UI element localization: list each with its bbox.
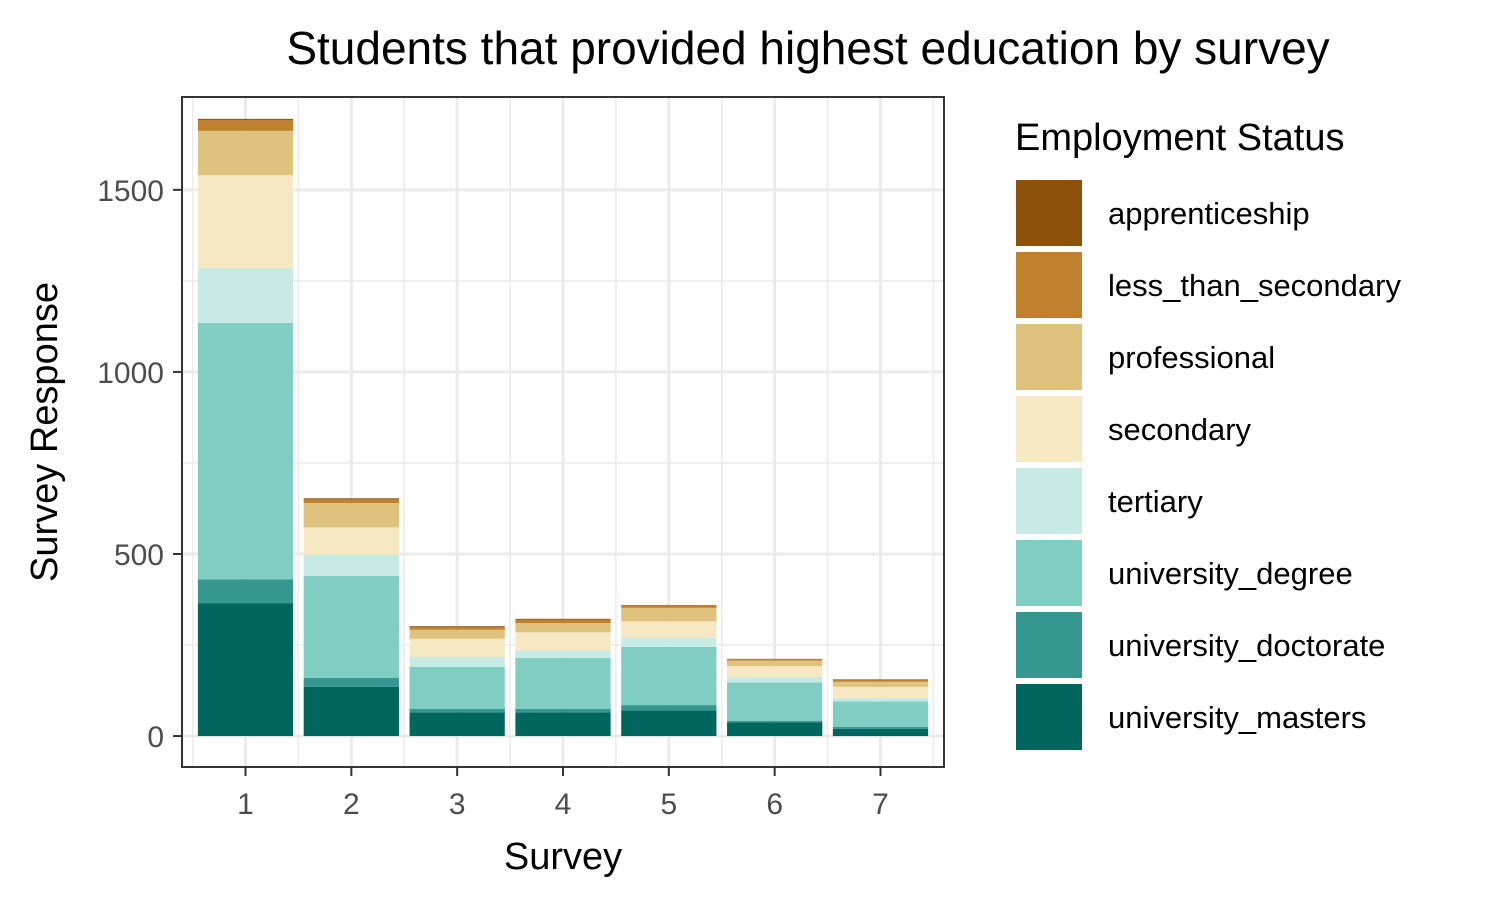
bar-segment-tertiary-survey-2 bbox=[303, 554, 399, 576]
bar-segment-university-degree-survey-7 bbox=[832, 701, 929, 727]
bar-segment-less-than-secondary-survey-7 bbox=[832, 679, 929, 682]
legend-label-university-masters: university_masters bbox=[1108, 700, 1366, 735]
x-tick-label: 6 bbox=[766, 788, 783, 821]
y-axis-title: Survey Response bbox=[24, 282, 66, 582]
bar-segment-less-than-secondary-survey-4 bbox=[515, 619, 611, 624]
bar-segment-tertiary-survey-3 bbox=[409, 657, 505, 667]
legend-label-professional: professional bbox=[1108, 340, 1275, 375]
legend-key-professional bbox=[1016, 324, 1082, 390]
legend-key-less-than-secondary bbox=[1016, 252, 1082, 318]
y-tick-label: 1500 bbox=[97, 175, 164, 208]
bar-segment-tertiary-survey-4 bbox=[515, 650, 611, 658]
bar-segment-university-masters-survey-2 bbox=[303, 686, 399, 737]
legend-key-university-degree bbox=[1016, 540, 1082, 606]
y-tick-label: 0 bbox=[147, 721, 164, 754]
bar-segment-tertiary-survey-6 bbox=[727, 677, 823, 683]
x-tick-label: 3 bbox=[449, 788, 466, 821]
bar-segment-apprenticeship-survey-4 bbox=[515, 618, 611, 620]
legend-label-secondary: secondary bbox=[1108, 412, 1252, 447]
x-axis-title: Survey bbox=[504, 836, 622, 878]
legend-key-apprenticeship bbox=[1016, 180, 1082, 246]
bar-segment-secondary-survey-5 bbox=[621, 621, 717, 638]
bar-segment-apprenticeship-survey-1 bbox=[197, 118, 294, 120]
bar-segment-professional-survey-3 bbox=[409, 629, 505, 639]
bar-segment-professional-survey-5 bbox=[621, 607, 717, 622]
y-axis: 0 500 1000 1500 bbox=[97, 175, 182, 754]
bar-segment-university-masters-survey-5 bbox=[621, 710, 717, 737]
bar-segment-less-than-secondary-survey-5 bbox=[621, 605, 717, 608]
bar-segment-professional-survey-4 bbox=[515, 623, 611, 633]
legend-key-university-masters bbox=[1016, 684, 1082, 750]
bar-segment-secondary-survey-3 bbox=[409, 638, 505, 658]
bar-segment-university-degree-survey-1 bbox=[197, 322, 294, 580]
bar-segment-apprenticeship-survey-3 bbox=[409, 626, 505, 627]
bar-segment-university-degree-survey-4 bbox=[515, 657, 611, 709]
bar-segment-less-than-secondary-survey-2 bbox=[303, 499, 399, 504]
bar-segment-university-degree-survey-5 bbox=[621, 646, 717, 706]
bars bbox=[197, 118, 929, 737]
legend-title: Employment Status bbox=[1015, 117, 1344, 159]
bar-segment-university-doctorate-survey-5 bbox=[621, 705, 717, 711]
bar-segment-tertiary-survey-7 bbox=[832, 697, 929, 702]
bar-segment-professional-survey-2 bbox=[303, 503, 399, 528]
bar-segment-university-doctorate-survey-7 bbox=[832, 726, 929, 729]
x-tick-label: 2 bbox=[343, 788, 360, 821]
bar-segment-professional-survey-1 bbox=[197, 130, 294, 176]
bar-segment-university-masters-survey-1 bbox=[197, 603, 294, 737]
legend-label-less-than-secondary: less_than_secondary bbox=[1108, 268, 1401, 303]
bar-segment-university-degree-survey-2 bbox=[303, 575, 399, 678]
x-tick-label: 4 bbox=[555, 788, 572, 821]
bar-segment-university-degree-survey-6 bbox=[727, 682, 823, 721]
bar-segment-less-than-secondary-survey-1 bbox=[197, 119, 294, 131]
bar-segment-secondary-survey-7 bbox=[832, 686, 929, 698]
y-tick-label: 1000 bbox=[97, 357, 164, 390]
legend-label-university-doctorate: university_doctorate bbox=[1108, 628, 1385, 663]
bar-segment-university-masters-survey-7 bbox=[832, 728, 929, 737]
x-tick-label: 7 bbox=[872, 788, 889, 821]
x-tick-label: 5 bbox=[660, 788, 677, 821]
bar-segment-secondary-survey-2 bbox=[303, 527, 399, 555]
y-tick-label: 500 bbox=[114, 539, 164, 572]
legend-label-university-degree: university_degree bbox=[1108, 556, 1353, 591]
legend-key-secondary bbox=[1016, 396, 1082, 462]
bar-segment-university-masters-survey-3 bbox=[409, 712, 505, 737]
bar-segment-secondary-survey-4 bbox=[515, 632, 611, 651]
bar-segment-university-doctorate-survey-4 bbox=[515, 708, 611, 713]
bar-segment-secondary-survey-6 bbox=[727, 666, 823, 678]
chart-title: Students that provided highest education… bbox=[286, 22, 1329, 74]
legend-label-apprenticeship: apprenticeship bbox=[1108, 196, 1310, 231]
bar-segment-university-doctorate-survey-1 bbox=[197, 579, 294, 604]
bar-segment-university-doctorate-survey-3 bbox=[409, 708, 505, 713]
x-axis: 1 2 3 4 5 6 7 bbox=[237, 767, 889, 821]
bar-segment-apprenticeship-survey-2 bbox=[303, 498, 399, 500]
bar-segment-less-than-secondary-survey-3 bbox=[409, 626, 505, 630]
bar-segment-tertiary-survey-1 bbox=[197, 268, 294, 323]
bar-segment-university-doctorate-survey-2 bbox=[303, 677, 399, 687]
bar-segment-university-doctorate-survey-6 bbox=[727, 720, 823, 723]
legend: Employment Status apprenticeship less_tha… bbox=[1015, 117, 1401, 750]
bar-segment-university-masters-survey-6 bbox=[727, 722, 823, 737]
bar-segment-professional-survey-6 bbox=[727, 660, 823, 667]
bar-segment-secondary-survey-1 bbox=[197, 175, 294, 269]
legend-key-university-doctorate bbox=[1016, 612, 1082, 678]
bar-segment-professional-survey-7 bbox=[832, 681, 929, 687]
bar-segment-university-degree-survey-3 bbox=[409, 666, 505, 709]
bar-segment-less-than-secondary-survey-6 bbox=[727, 659, 823, 661]
x-tick-label: 1 bbox=[237, 788, 254, 821]
legend-label-tertiary: tertiary bbox=[1108, 484, 1203, 519]
bar-segment-university-masters-survey-4 bbox=[515, 712, 611, 737]
legend-key-tertiary bbox=[1016, 468, 1082, 534]
bar-segment-tertiary-survey-5 bbox=[621, 637, 717, 647]
